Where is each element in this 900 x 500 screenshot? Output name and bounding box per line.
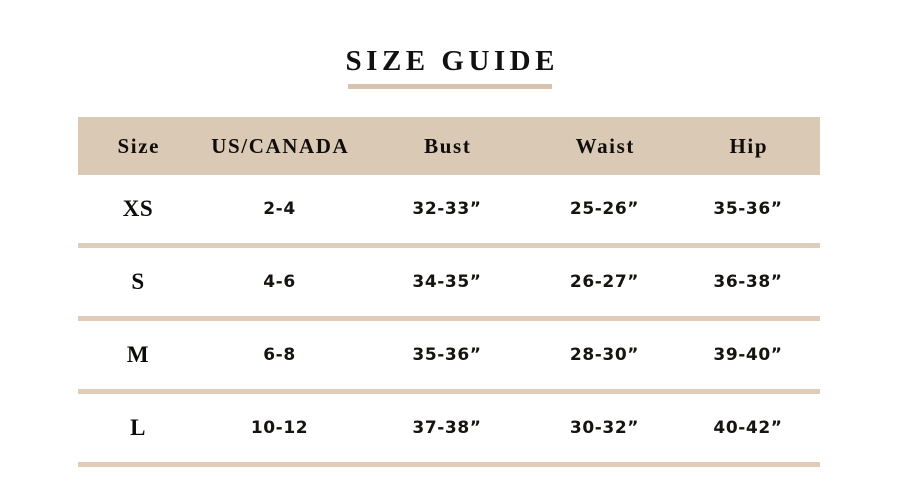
cell-hip: 35-36” [676, 175, 820, 248]
cell-size: S [78, 245, 198, 321]
cell-us: 4-6 [198, 245, 361, 321]
table-body: XS 2-4 32-33” 25-26” 35-36” S 4-6 34-35”… [78, 175, 820, 467]
cell-hip: 39-40” [676, 318, 820, 394]
table-header-row: Size US/CANADA Bust Waist Hip [78, 117, 820, 175]
cell-waist: 28-30” [533, 318, 676, 394]
cell-us: 10-12 [198, 391, 361, 467]
table-row: L 10-12 37-38” 30-32” 40-42” [78, 391, 820, 467]
table-row: M 6-8 35-36” 28-30” 39-40” [78, 318, 820, 394]
cell-size: M [78, 318, 198, 394]
column-header-size: Size [117, 133, 161, 158]
cell-bust: 32-33” [361, 175, 533, 248]
cell-bust: 37-38” [361, 391, 533, 467]
table-row: S 4-6 34-35” 26-27” 36-38” [78, 245, 820, 321]
column-header-waist: Waist [575, 133, 635, 158]
cell-waist: 26-27” [533, 245, 676, 321]
column-header-bust: Bust [424, 133, 472, 158]
cell-waist: 30-32” [533, 391, 676, 467]
cell-size: XS [78, 175, 198, 248]
column-header-us: US/CANADA [211, 133, 350, 158]
cell-bust: 35-36” [361, 318, 533, 394]
table-header: Size US/CANADA Bust Waist Hip [78, 117, 820, 175]
size-guide-table: Size US/CANADA Bust Waist Hip XS 2-4 32-… [78, 117, 820, 467]
page-title: SIZE GUIDE [345, 45, 559, 77]
cell-hip: 36-38” [676, 245, 820, 321]
cell-size: L [78, 391, 198, 467]
cell-us: 2-4 [198, 175, 361, 248]
cell-bust: 34-35” [361, 245, 533, 321]
column-header-hip: Hip [729, 133, 769, 158]
table-row: XS 2-4 32-33” 25-26” 35-36” [78, 175, 820, 248]
cell-hip: 40-42” [676, 391, 820, 467]
page-title-block: SIZE GUIDE [0, 45, 900, 90]
title-underline-rule [348, 84, 552, 90]
cell-waist: 25-26” [533, 175, 676, 248]
cell-us: 6-8 [198, 318, 361, 394]
